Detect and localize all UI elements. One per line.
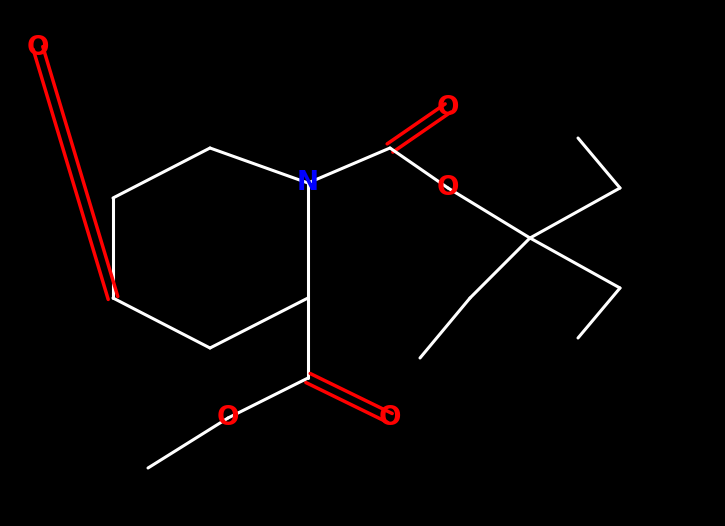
Text: O: O <box>217 405 239 431</box>
Text: O: O <box>436 95 459 121</box>
Text: O: O <box>27 35 49 61</box>
Text: O: O <box>378 405 401 431</box>
Text: O: O <box>436 175 459 201</box>
Text: N: N <box>297 170 319 196</box>
